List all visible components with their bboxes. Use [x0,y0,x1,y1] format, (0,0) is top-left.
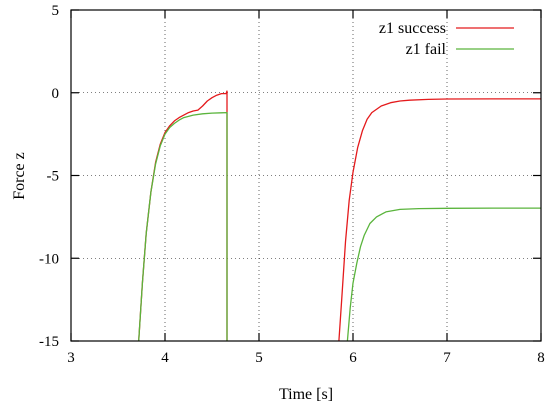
legend-label-1: z1 fail [406,41,447,58]
tick-labels: 3 4 5 6 7 8 5 0 -5 -10 -15 [39,3,545,366]
y-tick-label: -10 [39,251,59,267]
x-axis-label: Time [s] [279,386,333,403]
y-tick-label: 0 [52,86,60,102]
x-tick-label: 7 [443,350,451,366]
x-tick-label: 6 [349,350,357,366]
legend: z1 success z1 fail [379,20,514,58]
y-tick-label: -15 [39,334,59,350]
series-line-1 [138,111,541,342]
x-tick-label: 3 [67,350,75,366]
y-axis-label: Force z [11,152,28,200]
series-layer [138,90,541,342]
y-tick-label: -5 [47,169,60,185]
y-tick-label: 5 [52,3,60,19]
x-tick-label: 4 [161,350,169,366]
x-tick-label: 8 [537,350,545,366]
series-line-0 [138,90,541,342]
legend-label-0: z1 success [379,20,446,37]
ticks [70,9,542,342]
x-tick-label: 5 [255,350,263,366]
